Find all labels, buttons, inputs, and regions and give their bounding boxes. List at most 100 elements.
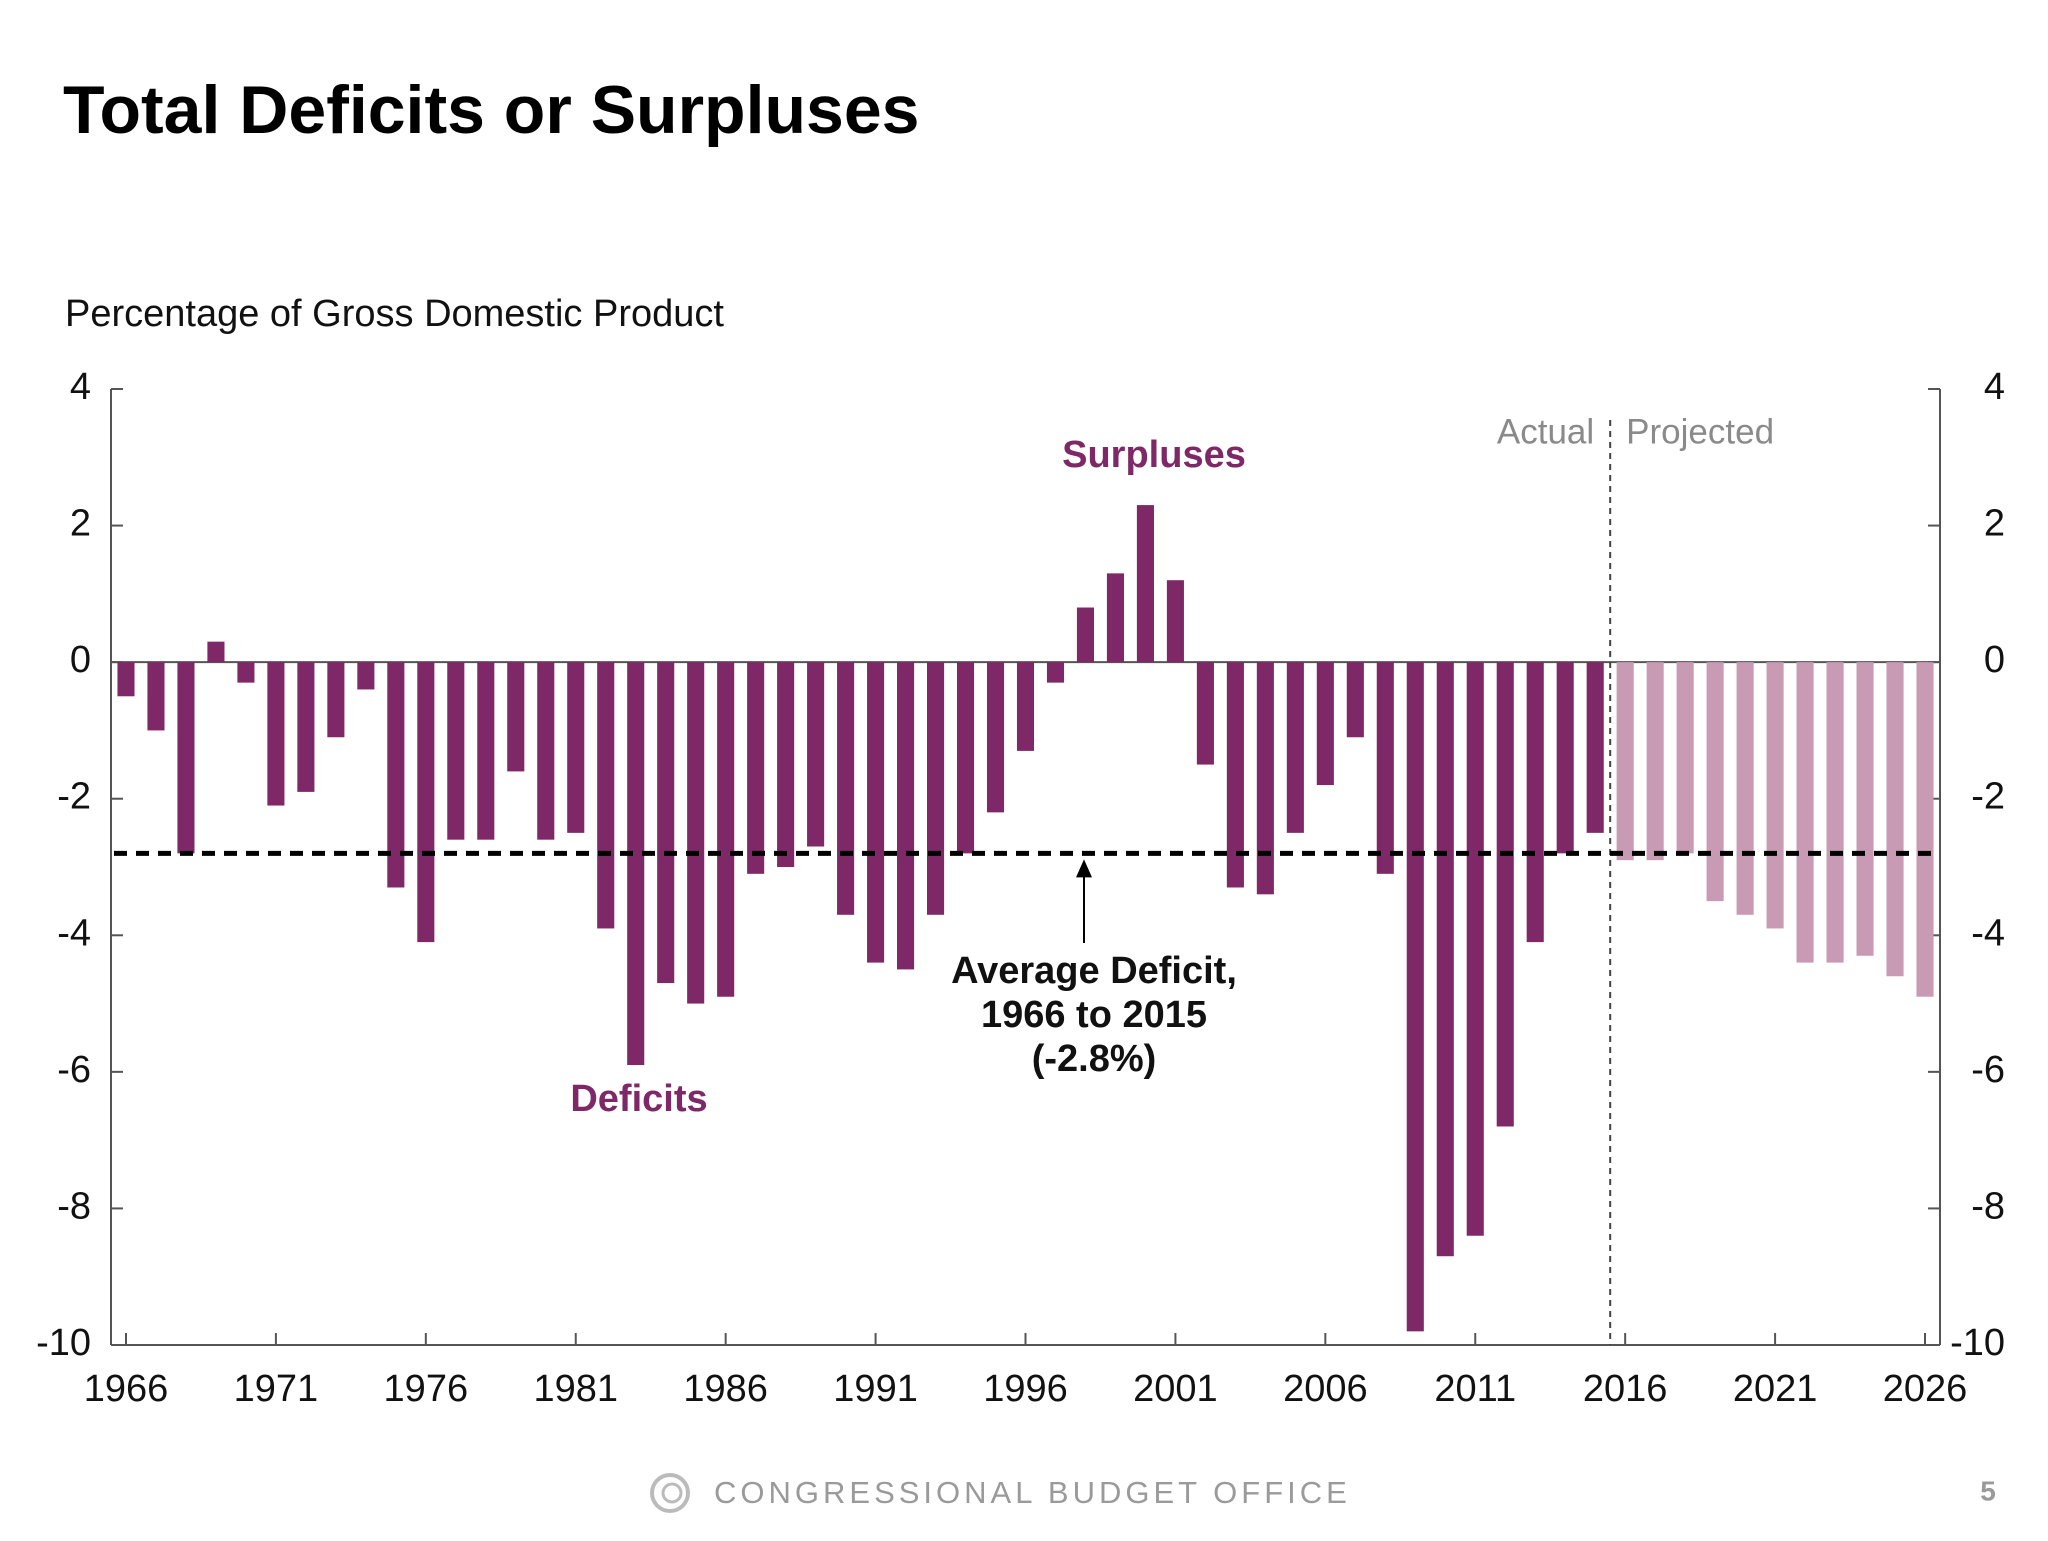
y-tick-label-right: 0 xyxy=(1984,639,2005,681)
bar xyxy=(1616,662,1634,861)
bar xyxy=(1496,662,1514,1127)
bar xyxy=(1406,662,1424,1332)
y-tick-label-left: -8 xyxy=(57,1185,91,1227)
bar xyxy=(1196,662,1214,765)
y-tick-label-left: 2 xyxy=(70,503,91,545)
y-axis-label: Percentage of Gross Domestic Product xyxy=(65,293,724,335)
bar xyxy=(927,662,945,915)
bar xyxy=(1766,662,1784,929)
bar xyxy=(567,662,585,833)
bar xyxy=(237,662,255,683)
y-tick-label-left: 4 xyxy=(70,366,91,408)
bar xyxy=(147,662,165,731)
y-tick-label-right: -8 xyxy=(1971,1185,2005,1227)
bar xyxy=(477,662,495,840)
bar xyxy=(1706,662,1724,902)
bar xyxy=(1166,580,1184,663)
bar xyxy=(597,662,615,929)
bar xyxy=(1676,662,1694,854)
x-tick-label: 1981 xyxy=(533,1368,618,1410)
x-tick-label: 2026 xyxy=(1883,1368,1968,1410)
bar xyxy=(117,662,135,697)
x-tick-label: 1991 xyxy=(833,1368,918,1410)
bar xyxy=(207,641,225,663)
bar xyxy=(387,662,405,888)
bar xyxy=(1646,662,1664,861)
deficits-label: Deficits xyxy=(570,1078,707,1120)
bar xyxy=(897,662,915,970)
x-tick-label: 2006 xyxy=(1283,1368,1368,1410)
bar xyxy=(986,662,1005,813)
x-tick-label: 1986 xyxy=(683,1368,768,1410)
plot-area: -10 -10 -8 -8 -6 -6 -4 -4 -2 -2 0 0 2 2 4 4 1966 1971 1976… xyxy=(36,366,2005,1410)
bar xyxy=(1526,662,1544,943)
legend-actual: Actual xyxy=(1497,412,1594,451)
bar xyxy=(1856,662,1874,956)
bar xyxy=(807,662,825,847)
legend-projected: Projected xyxy=(1626,412,1774,451)
y-tick-label-right: 4 xyxy=(1984,366,2005,408)
x-tick-label: 1996 xyxy=(983,1368,1068,1410)
bar xyxy=(417,662,435,943)
bar xyxy=(1076,607,1095,663)
surpluses-label: Surpluses xyxy=(1062,434,1246,476)
y-tick-label-right: -6 xyxy=(1971,1049,2005,1091)
x-tick-label: 2011 xyxy=(1434,1368,1516,1410)
bar xyxy=(537,662,555,840)
bar xyxy=(297,662,315,792)
average-label: (-2.8%) xyxy=(1032,1038,1157,1080)
footer-organization: CONGRESSIONAL BUDGET OFFICE xyxy=(714,1475,1351,1510)
bar xyxy=(1046,662,1065,683)
x-tick-label: 1966 xyxy=(84,1368,169,1410)
y-tick-label-right: -4 xyxy=(1971,912,2005,954)
bar xyxy=(1016,662,1035,751)
page-number: 5 xyxy=(1980,1475,1996,1506)
bar xyxy=(1376,662,1394,874)
bar xyxy=(447,662,465,840)
bar xyxy=(357,662,375,690)
x-tick-label: 2021 xyxy=(1733,1368,1818,1410)
x-tick-label: 2016 xyxy=(1583,1368,1668,1410)
y-tick-label-left: -4 xyxy=(57,912,91,954)
bar xyxy=(627,662,645,1066)
bar xyxy=(956,662,975,854)
bar xyxy=(1106,573,1124,663)
bar xyxy=(1736,662,1754,915)
average-arrowhead xyxy=(1076,859,1092,878)
y-tick-label-right: 2 xyxy=(1984,503,2005,545)
bar xyxy=(717,662,735,997)
bar xyxy=(687,662,705,1004)
bar xyxy=(1796,662,1814,963)
bar xyxy=(747,662,765,874)
bar xyxy=(1136,505,1154,663)
average-label: 1966 to 2015 xyxy=(981,994,1207,1036)
x-tick-label: 2001 xyxy=(1133,1368,1218,1410)
bar xyxy=(1346,662,1364,738)
bar xyxy=(1226,662,1244,888)
bar xyxy=(777,662,795,867)
bar xyxy=(267,662,285,806)
bar xyxy=(327,662,345,738)
y-tick-label-left: -6 xyxy=(57,1049,91,1091)
y-tick-label-left: 0 xyxy=(70,639,91,681)
bar xyxy=(507,662,525,772)
bar xyxy=(867,662,885,963)
y-tick-label-right: -2 xyxy=(1971,776,2005,818)
x-tick-label: 1971 xyxy=(234,1368,319,1410)
average-label: Average Deficit, xyxy=(951,950,1237,992)
bar xyxy=(1436,662,1454,1257)
bar xyxy=(837,662,855,915)
y-tick-label-right: -10 xyxy=(1950,1322,2005,1364)
bar xyxy=(1466,662,1484,1236)
y-tick-label-left: -10 xyxy=(36,1322,91,1364)
x-tick-label: 1976 xyxy=(384,1368,469,1410)
bar xyxy=(657,662,675,984)
bar xyxy=(177,662,195,854)
logo xyxy=(650,1473,690,1513)
bar xyxy=(1556,662,1574,854)
bar xyxy=(1316,662,1334,786)
bar xyxy=(1286,662,1304,833)
bar xyxy=(1886,662,1904,977)
